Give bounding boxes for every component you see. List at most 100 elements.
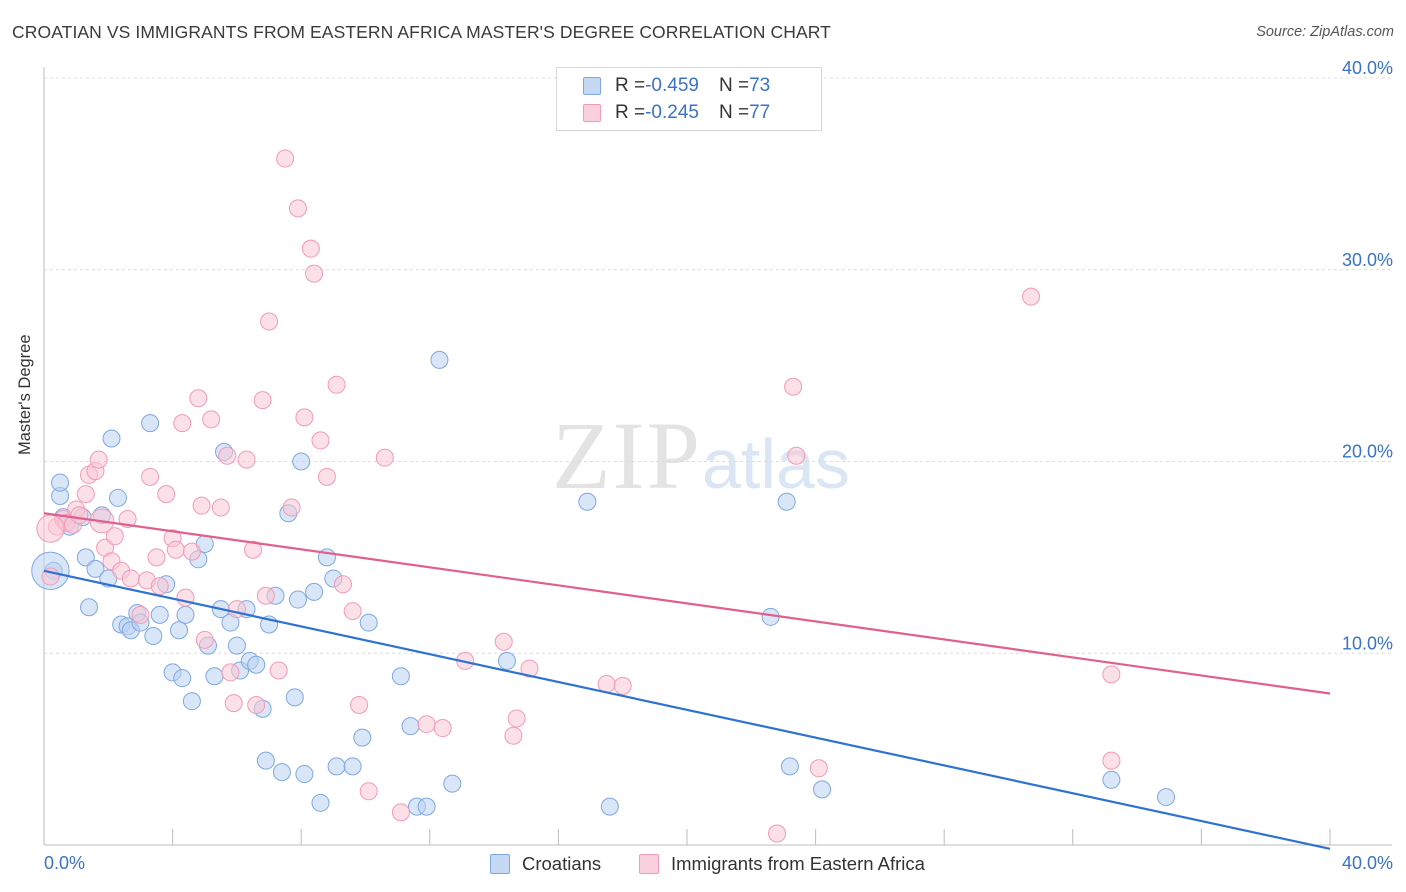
eastern-africa-point	[36, 514, 65, 543]
eastern-africa-point	[166, 540, 185, 559]
eastern-africa-point	[350, 696, 369, 715]
eastern-africa-point	[809, 759, 828, 778]
eastern-africa-point	[317, 467, 336, 486]
legend-r-label: R =	[615, 102, 646, 123]
x-tick-label: 0.0%	[44, 853, 85, 873]
croatians-point	[86, 559, 105, 578]
eastern-africa-point	[311, 431, 330, 450]
legend-r-label: R =	[615, 75, 646, 96]
croatians-point	[173, 669, 192, 688]
eastern-africa-point	[391, 803, 410, 822]
legend-swatch-croatians	[490, 854, 510, 874]
croatians-point	[272, 763, 291, 782]
eastern-africa-point	[150, 577, 169, 596]
croatians-point	[227, 636, 246, 655]
eastern-africa-point	[202, 410, 221, 429]
legend-swatch-croatians	[583, 77, 601, 95]
croatians-point	[285, 688, 304, 707]
croatians-point	[343, 757, 362, 776]
croatians-point	[391, 667, 410, 686]
croatians-point	[600, 797, 619, 816]
y-tick-label: 20.0%	[1342, 442, 1393, 462]
legend-row-eastern-africa: R = -0.245 N = 77	[583, 100, 770, 126]
legend-row-croatians: R = -0.459 N = 73	[583, 73, 770, 99]
croatians-trend-line	[43, 569, 1331, 850]
legend-swatch-eastern-africa	[583, 104, 601, 122]
eastern-africa-point	[243, 540, 262, 559]
croatians-point	[353, 728, 372, 747]
eastern-africa-point	[327, 375, 346, 394]
croatians-point	[288, 590, 307, 609]
legend-r-value: -0.245	[645, 102, 699, 123]
croatians-point	[176, 605, 195, 624]
croatians-point	[1157, 788, 1176, 807]
eastern-africa-point	[784, 377, 803, 396]
eastern-africa-point	[597, 674, 616, 693]
croatians-point	[182, 692, 201, 711]
croatians-point	[51, 473, 70, 492]
correlation-legend: R = -0.459 N = 73 R = -0.245 N = 77	[556, 67, 822, 131]
eastern-africa-point	[157, 485, 176, 504]
eastern-africa-point	[195, 630, 214, 649]
croatians-point	[102, 429, 121, 448]
eastern-africa-point	[237, 450, 256, 469]
eastern-africa-trend-line	[43, 512, 1331, 695]
croatians-point	[311, 793, 330, 812]
croatians-point	[780, 757, 799, 776]
eastern-africa-point	[295, 408, 314, 427]
croatians-point	[813, 780, 832, 799]
eastern-africa-point	[305, 264, 324, 283]
watermark: ZIPatlas	[552, 402, 850, 509]
eastern-africa-point	[276, 149, 295, 168]
croatians-point	[256, 751, 275, 770]
eastern-africa-point	[70, 506, 89, 525]
y-tick-label: 30.0%	[1342, 250, 1393, 270]
eastern-africa-point	[269, 661, 288, 680]
eastern-africa-point	[260, 312, 279, 331]
eastern-africa-point	[504, 726, 523, 745]
eastern-africa-point	[121, 569, 140, 588]
legend-item-croatians[interactable]: Croatians	[490, 851, 601, 877]
eastern-africa-point	[256, 586, 275, 605]
legend-n-value: 77	[749, 102, 771, 123]
croatians-point	[170, 621, 189, 640]
croatians-point	[327, 757, 346, 776]
legend-label-eastern-africa: Immigrants from Eastern Africa	[671, 853, 925, 874]
eastern-africa-point	[359, 782, 378, 801]
eastern-africa-point	[333, 575, 352, 594]
eastern-africa-point	[520, 659, 539, 678]
y-tick-label: 10.0%	[1342, 633, 1393, 653]
eastern-africa-point	[224, 694, 243, 713]
eastern-africa-point	[613, 676, 632, 695]
croatians-point	[76, 548, 95, 567]
croatians-point	[205, 667, 224, 686]
series-legend: Croatians Immigrants from Eastern Africa	[0, 851, 1406, 877]
eastern-africa-point	[1022, 287, 1041, 306]
eastern-africa-point	[227, 600, 246, 619]
eastern-africa-point	[211, 498, 230, 517]
eastern-africa-point	[131, 605, 150, 624]
croatians-point	[108, 488, 127, 507]
croatians-point	[497, 651, 516, 670]
eastern-africa-point	[375, 448, 394, 467]
eastern-africa-point	[494, 632, 513, 651]
eastern-africa-point	[253, 391, 272, 410]
croatians-point	[777, 492, 796, 511]
eastern-africa-point	[89, 450, 108, 469]
eastern-africa-point	[433, 719, 452, 738]
legend-n-label: N =	[718, 102, 750, 123]
source-label: Source: ZipAtlas.com	[1256, 24, 1394, 40]
eastern-africa-point	[787, 446, 806, 465]
eastern-africa-point	[182, 542, 201, 561]
croatians-point	[305, 582, 324, 601]
y-axis-label: Master's Degree	[16, 334, 34, 455]
croatians-point	[80, 598, 99, 617]
legend-n-label: N =	[718, 75, 750, 96]
croatians-point	[144, 626, 163, 645]
chart-title: CROATIAN VS IMMIGRANTS FROM EASTERN AFRI…	[12, 22, 831, 42]
legend-item-eastern-africa[interactable]: Immigrants from Eastern Africa	[639, 851, 925, 877]
eastern-africa-point	[189, 389, 208, 408]
x-tick-label: 40.0%	[1342, 853, 1393, 873]
eastern-africa-point	[173, 414, 192, 433]
